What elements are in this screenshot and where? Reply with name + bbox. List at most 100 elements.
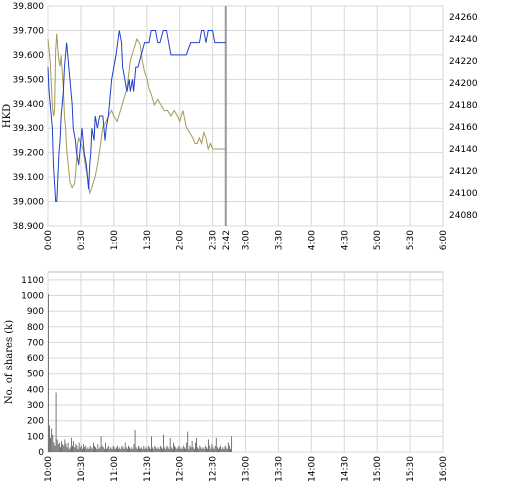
x-tick-label: 12:30 — [209, 230, 219, 250]
volume-bar — [197, 447, 199, 452]
volume-bar — [49, 425, 50, 452]
volume-bar — [210, 448, 212, 452]
y-tick-label: 200 — [27, 417, 44, 427]
y-tick-label-right: 24180 — [449, 101, 478, 111]
volume-bar — [157, 447, 159, 452]
volume-bar — [143, 445, 145, 452]
volume-bar — [199, 445, 201, 452]
volume-bar — [125, 447, 127, 452]
volume-bar — [196, 437, 197, 452]
x-tick-label: 15:00 — [373, 456, 383, 482]
volume-bar — [105, 442, 106, 452]
volume-bar — [76, 445, 78, 452]
y-tick-label: 39.000 — [13, 198, 45, 208]
volume-bar — [230, 448, 231, 452]
volume-bar — [48, 293, 49, 452]
volume-bar — [133, 444, 135, 452]
volume-bar — [142, 448, 144, 452]
volume-bar — [112, 445, 114, 452]
y-axis-title: HKD — [2, 104, 13, 128]
volume-bar — [193, 448, 195, 452]
volume-bar — [147, 445, 149, 452]
volume-bar — [57, 444, 59, 452]
volume-bar — [154, 445, 156, 452]
volume-bar — [52, 434, 54, 452]
volume-bar — [100, 436, 102, 452]
volume-bar — [82, 448, 83, 452]
volume-bar — [181, 448, 183, 452]
volume-bar — [135, 447, 137, 452]
volume-bar — [58, 442, 60, 452]
volume-bar — [218, 448, 219, 452]
y-tick-label-right: 24080 — [449, 211, 478, 221]
volume-bar — [178, 445, 180, 452]
volume-bar — [173, 442, 174, 452]
y-tick-label-right: 24200 — [449, 79, 478, 89]
volume-bar — [110, 447, 112, 452]
volume-bar — [171, 448, 173, 452]
x-tick-label: 11:00 — [110, 456, 120, 482]
volume-bar — [86, 448, 88, 452]
volume-bar — [97, 444, 99, 452]
volume-bar — [101, 445, 103, 452]
volume-bar — [127, 448, 128, 452]
y-tick-label: 600 — [27, 354, 44, 364]
volume-bar — [204, 445, 206, 452]
volume-bar — [145, 447, 147, 452]
volume-bar — [213, 448, 215, 452]
volume-bar — [175, 447, 177, 452]
volume-bar — [83, 444, 84, 452]
volume-bar — [89, 445, 91, 452]
y-tick-label-right: 24140 — [449, 145, 478, 155]
x-tick-label: 12:30 — [209, 456, 219, 482]
volume-bar — [114, 448, 116, 452]
volume-bar — [226, 448, 228, 452]
volume-bar — [55, 392, 57, 452]
volume-bar — [51, 428, 53, 452]
volume-bar — [60, 447, 61, 452]
volume-bar — [187, 431, 189, 452]
volume-bar — [165, 448, 167, 452]
y-tick-label: 39.500 — [13, 75, 45, 85]
x-tick-label: 11:30 — [143, 456, 153, 482]
volume-bar — [99, 447, 101, 452]
volume-bar — [80, 445, 82, 452]
volume-bar — [68, 448, 70, 452]
volume-bar — [96, 448, 98, 452]
volume-bar — [170, 447, 172, 452]
volume-bar — [91, 448, 93, 452]
volume-bar — [69, 447, 71, 452]
volume-bar — [168, 448, 170, 452]
volume-bar — [156, 448, 158, 452]
volume-bar — [87, 447, 89, 452]
volume-bar — [71, 437, 72, 452]
volume-bar — [225, 447, 227, 452]
volume-bar — [169, 437, 171, 452]
x-tick-label: 12:42 — [222, 230, 232, 250]
x-tick-label: 10:00 — [44, 230, 54, 250]
y-tick-label: 100 — [27, 432, 44, 442]
y-tick-label: 39.200 — [13, 149, 45, 159]
y-tick-label: 300 — [27, 401, 44, 411]
volume-bar — [66, 447, 68, 452]
y-tick-label-right: 24220 — [449, 57, 478, 67]
volume-bar — [158, 448, 160, 452]
volume-bar — [63, 445, 65, 452]
y-tick-label: 39.700 — [13, 26, 45, 36]
y-tick-label: 39.600 — [13, 51, 45, 61]
volume-bar — [124, 442, 126, 452]
x-tick-label: 13:30 — [274, 456, 284, 482]
volume-bar — [184, 447, 185, 452]
x-tick-label: 13:00 — [242, 230, 252, 250]
volume-bar — [222, 447, 224, 452]
volume-bar — [120, 448, 122, 452]
volume-bar — [164, 447, 166, 452]
volume-bar — [117, 445, 118, 452]
volume-bar — [64, 439, 66, 452]
volume-bar — [176, 448, 178, 452]
volume-bar — [107, 447, 109, 452]
volume-bar — [53, 442, 55, 452]
y-tick-label: 39.300 — [13, 124, 45, 134]
volume-bar — [190, 447, 192, 452]
volume-bar — [148, 447, 150, 452]
